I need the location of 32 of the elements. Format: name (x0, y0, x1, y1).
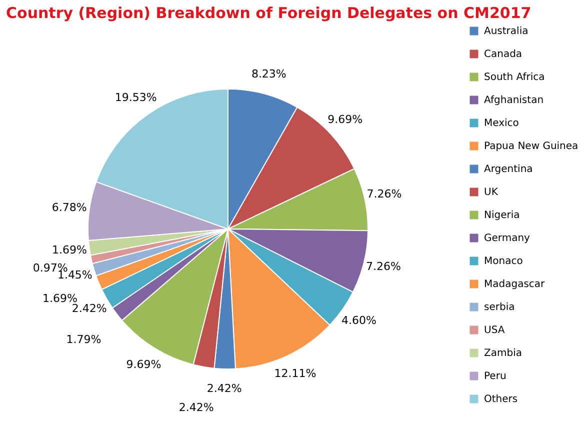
data-label: 12.11% (274, 367, 316, 380)
data-label: 2.42% (178, 401, 214, 414)
legend-label: Peru (484, 371, 506, 382)
legend-label: Australia (484, 26, 528, 37)
data-label: 6.78% (52, 201, 87, 214)
legend-label: Monaco (484, 256, 523, 267)
data-label: 9.69% (126, 358, 162, 371)
chart-title: Country (Region) Breakdown of Foreign Delegates on CM2017 (6, 4, 532, 22)
legend-label: South Africa (484, 72, 545, 83)
legend-label: Afghanistan (484, 95, 544, 106)
legend-label: USA (484, 325, 505, 336)
data-label: 1.79% (66, 332, 102, 346)
legend-label: Canada (484, 49, 522, 60)
data-label: 4.60% (341, 314, 376, 327)
data-label: 8.23% (251, 67, 286, 80)
legend-label: Germany (484, 233, 530, 244)
legend-label: UK (484, 187, 498, 198)
legend-label: Others (484, 394, 518, 405)
data-label: 19.53% (114, 91, 157, 104)
legend-label: Madagascar (484, 279, 546, 290)
legend-label: Zambia (484, 348, 522, 359)
data-label: 1.69% (52, 244, 87, 257)
data-label: 1.45% (57, 268, 92, 282)
legend-label: Mexico (484, 118, 519, 129)
data-label: 7.26% (366, 188, 402, 201)
legend-label: serbia (484, 302, 515, 313)
legend-label: Argentina (484, 164, 533, 175)
data-label: 7.26% (366, 260, 401, 273)
data-label: 9.69% (328, 113, 363, 126)
data-label: 2.42% (206, 382, 242, 395)
legend-label: Nigeria (484, 210, 520, 221)
legend-label: Papua New Guinea (484, 141, 578, 152)
